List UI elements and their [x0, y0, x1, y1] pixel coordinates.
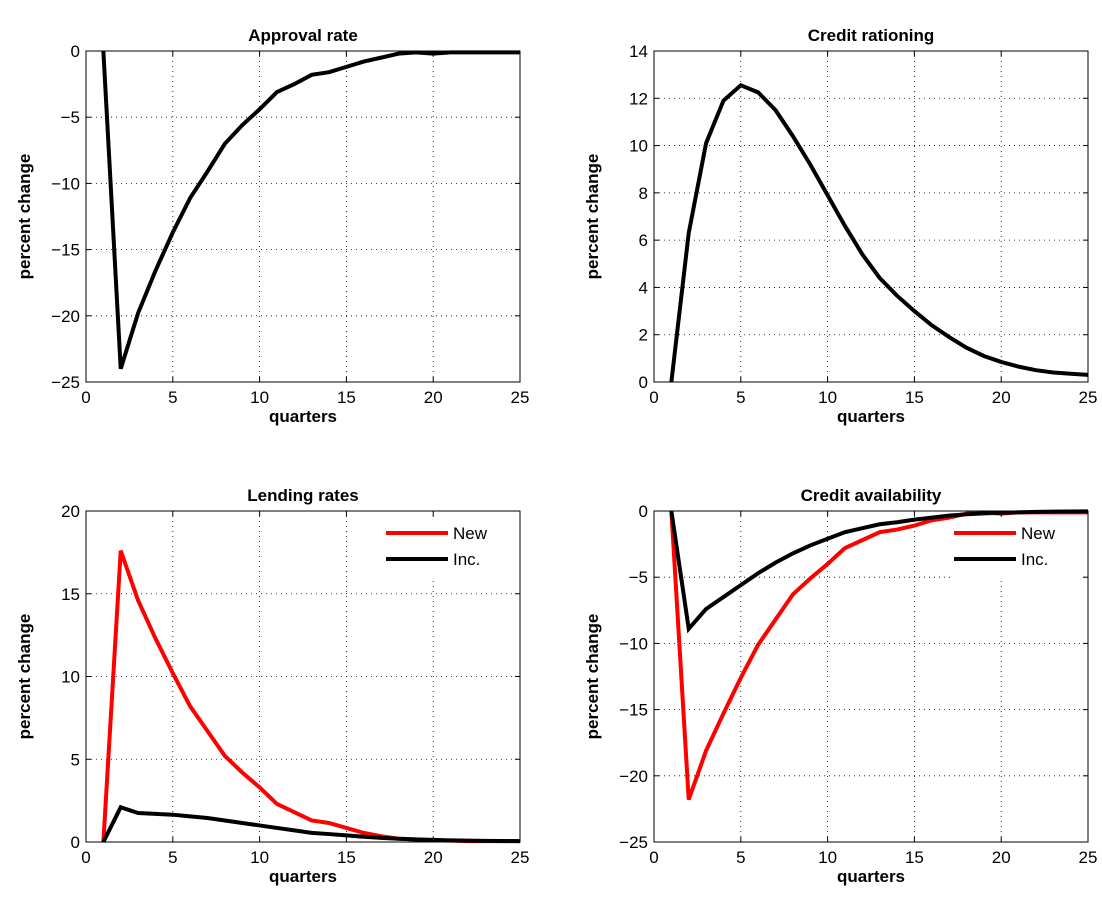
- credit-availability-axes-frame: [653, 510, 1089, 843]
- credit-availability-legend-label-inc: Inc.: [1021, 550, 1048, 569]
- credit-rationing-series-0-line: [669, 82, 1089, 383]
- lending-rates-y-tick-label: 5: [71, 750, 80, 769]
- credit-rationing-x-tick-label: 10: [818, 388, 837, 407]
- credit-availability-x-tick-label: 25: [1079, 848, 1098, 867]
- approval-rate-x-tick-label: 20: [424, 388, 443, 407]
- credit-rationing-y-tick-label: 0: [639, 373, 648, 392]
- approval-rate-y-tick-label: −20: [51, 307, 80, 326]
- lending-rates-x-tick-label: 0: [81, 848, 90, 867]
- approval-rate-axes-frame: [85, 50, 521, 383]
- approval-rate-series-0-line: [101, 50, 520, 370]
- credit-rationing-x-tick-label: 20: [992, 388, 1011, 407]
- lending-rates-panel: 0 5 10 15 20 25 0 5 10 15 20 Lending rates quarters p…: [15, 486, 529, 886]
- approval-rate-x-tick-label: 15: [337, 388, 356, 407]
- approval-rate-y-tick-label: −25: [51, 373, 80, 392]
- credit-rationing-y-tick-label: 2: [639, 326, 648, 345]
- credit-rationing-panel: 0 5 10 15 20 25 0 2 4 6 8 10 12 14 Credit rationing qua…: [583, 26, 1097, 426]
- approval-rate-x-tick-label: 5: [168, 388, 177, 407]
- credit-availability-x-tick-label: 20: [992, 848, 1011, 867]
- credit-availability-legend-label-new: New: [1021, 524, 1056, 543]
- credit-availability-y-tick-label: −25: [619, 833, 648, 852]
- credit-availability-y-tick-label: −10: [619, 634, 648, 653]
- lending-rates-y-tick-label: 20: [61, 502, 80, 521]
- approval-rate-y-tick-label: 0: [71, 42, 80, 61]
- approval-rate-y-tick-label: −5: [61, 108, 80, 127]
- lending-rates-x-tick-label: 15: [337, 848, 356, 867]
- approval-rate-title: Approval rate: [248, 26, 358, 45]
- credit-rationing-x-tick-label: 5: [736, 388, 745, 407]
- credit-rationing-y-tick-label: 12: [629, 89, 648, 108]
- credit-rationing-y-tick-label: 6: [639, 231, 648, 250]
- lending-rates-legend-label-inc: Inc.: [453, 550, 480, 569]
- lending-rates-x-tick-label: 5: [168, 848, 177, 867]
- lending-rates-x-tick-label: 25: [511, 848, 530, 867]
- approval-rate-y-tick-label: −15: [51, 241, 80, 260]
- credit-rationing-axes-frame: [653, 50, 1089, 383]
- approval-rate-y-axis-label: percent change: [15, 154, 34, 280]
- lending-rates-x-tick-label: 10: [250, 848, 269, 867]
- lending-rates-y-tick-label: 10: [61, 668, 80, 687]
- approval-rate-panel: 0 5 10 15 20 25 −25 −20 −15 −10 −5 0 Approval rate qu…: [15, 26, 529, 426]
- credit-rationing-y-tick-label: 10: [629, 137, 648, 156]
- credit-availability-x-axis-label: quarters: [837, 867, 905, 886]
- credit-rationing-title: Credit rationing: [808, 26, 935, 45]
- credit-availability-y-tick-label: −5: [629, 568, 648, 587]
- approval-rate-x-tick-label: 25: [511, 388, 530, 407]
- credit-availability-y-tick-label: −15: [619, 701, 648, 720]
- credit-availability-x-tick-label: 15: [905, 848, 924, 867]
- approval-rate-x-tick-label: 0: [81, 388, 90, 407]
- lending-rates-legend-label-new: New: [453, 524, 488, 543]
- credit-rationing-x-axis-label: quarters: [837, 407, 905, 426]
- credit-rationing-x-tick-label: 0: [649, 388, 658, 407]
- credit-rationing-y-tick-label: 14: [629, 42, 648, 61]
- credit-availability-x-tick-label: 5: [736, 848, 745, 867]
- credit-availability-title: Credit availability: [801, 486, 942, 505]
- credit-rationing-x-tick-label: 15: [905, 388, 924, 407]
- credit-availability-y-tick-label: 0: [639, 502, 648, 521]
- lending-rates-y-tick-label: 15: [61, 585, 80, 604]
- approval-rate-plot-area: [86, 51, 520, 382]
- credit-availability-panel: 0 5 10 15 20 25 −25 −20 −15 −10 −5 0 Credit availabi…: [583, 486, 1097, 886]
- lending-rates-x-tick-label: 20: [424, 848, 443, 867]
- credit-availability-y-axis-label: percent change: [583, 614, 602, 740]
- lending-rates-legend: [382, 519, 513, 581]
- credit-rationing-x-tick-label: 25: [1079, 388, 1098, 407]
- lending-rates-x-axis-label: quarters: [269, 867, 337, 886]
- lending-rates-y-axis-label: percent change: [15, 614, 34, 740]
- credit-availability-legend: [950, 519, 1081, 581]
- credit-rationing-plot-area: [654, 51, 1088, 382]
- lending-rates-inc-line: [101, 804, 521, 844]
- approval-rate-x-tick-label: 10: [250, 388, 269, 407]
- lending-rates-y-tick-label: 0: [71, 833, 80, 852]
- credit-availability-y-tick-label: −20: [619, 767, 648, 786]
- credit-rationing-y-tick-label: 8: [639, 184, 648, 203]
- lending-rates-title: Lending rates: [247, 486, 358, 505]
- approval-rate-y-tick-label: −10: [51, 174, 80, 193]
- credit-rationing-y-tick-label: 4: [639, 278, 648, 297]
- approval-rate-x-axis-label: quarters: [269, 407, 337, 426]
- credit-availability-inc-line: [669, 509, 1089, 634]
- credit-availability-x-tick-label: 10: [818, 848, 837, 867]
- credit-rationing-y-axis-label: percent change: [583, 154, 602, 280]
- credit-availability-x-tick-label: 0: [649, 848, 658, 867]
